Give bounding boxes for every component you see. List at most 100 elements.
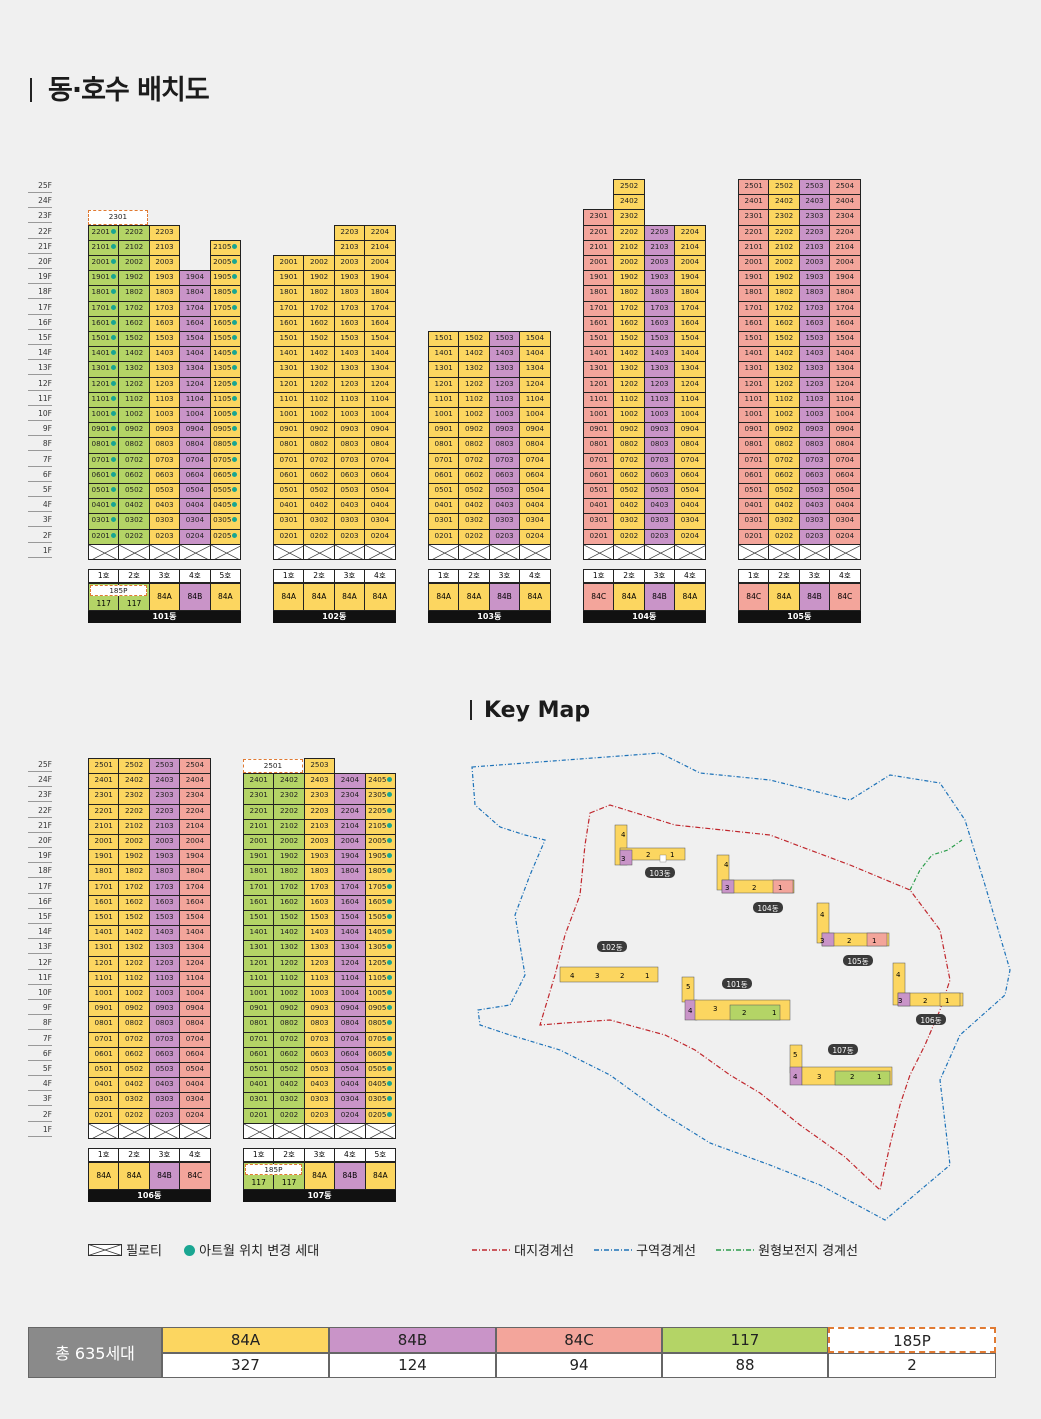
- unit-cell: 1601: [738, 315, 770, 332]
- atwall-dot-icon: [387, 1096, 393, 1102]
- type-cell: 84A: [674, 583, 706, 611]
- unit-cell: 0901: [583, 422, 615, 439]
- atwall-dot-icon: [387, 1081, 393, 1087]
- type-cell: 84A: [303, 1162, 336, 1190]
- unit-cell: 0403: [798, 498, 831, 515]
- ho-label: 2호: [613, 569, 645, 583]
- unit-cell: 0602: [118, 467, 150, 484]
- unit-cell: 0201: [88, 528, 120, 545]
- unit-cell: 0402: [303, 498, 335, 515]
- piloti-cell: [583, 543, 615, 560]
- unit-cell: 2403: [303, 773, 336, 790]
- unit-cell: 2201: [88, 224, 120, 241]
- atwall-dot-icon: [387, 1005, 393, 1011]
- unit-cell: 2105: [209, 239, 241, 256]
- unit-cell: 0604: [674, 467, 706, 484]
- unit-cell: 2303: [148, 788, 181, 805]
- unit-cell: 2203: [303, 803, 336, 820]
- unit-cell: 1802: [768, 285, 800, 302]
- unit-cell: 1804: [179, 864, 211, 881]
- unit-cell: 0803: [488, 437, 521, 454]
- unit-cell: 2001: [273, 255, 305, 272]
- atwall-dot-icon: [387, 883, 393, 889]
- unit-cell: 1104: [334, 970, 366, 987]
- floor-label: 16F: [28, 895, 52, 909]
- piloti-cell: [334, 1122, 366, 1139]
- floor-label: 21F: [28, 240, 52, 254]
- unit-cell: 1703: [303, 879, 336, 896]
- unit-cell: 2204: [364, 224, 396, 241]
- total-summary-table: 총 635세대 84A 84B 84C 117 185P 327 124 94 …: [28, 1327, 996, 1378]
- unit-cell: 2004: [674, 255, 706, 272]
- unit-cell: 0202: [613, 528, 645, 545]
- unit-cell: 1204: [674, 376, 706, 393]
- unit-cell: 0704: [334, 1031, 366, 1048]
- ho-label: 3호: [798, 569, 831, 583]
- unit-cell: 0802: [768, 437, 800, 454]
- unit-cell: 2203: [798, 224, 831, 241]
- unit-cell: 0701: [88, 452, 120, 469]
- unit-cell: 2404: [829, 194, 861, 211]
- unit-cell: 0502: [458, 483, 490, 500]
- unit-cell: 1603: [148, 315, 181, 332]
- unit-cell: 0203: [488, 528, 521, 545]
- unit-cell: 0803: [303, 1016, 336, 1033]
- atwall-dot-icon: [387, 792, 393, 798]
- unit-cell: 1202: [768, 376, 800, 393]
- type-cell: 84A: [333, 583, 366, 611]
- unit-cell: 2002: [768, 255, 800, 272]
- unit-cell: 1903: [643, 270, 676, 287]
- unit-cell: 0902: [768, 422, 800, 439]
- unit-cell-185p: 2301: [88, 210, 148, 225]
- unit-cell: 2305: [364, 788, 396, 805]
- unit-cell: 0303: [488, 513, 521, 530]
- unit-cell: 1003: [303, 986, 336, 1003]
- unit-cell: 1503: [148, 910, 181, 927]
- unit-cell: 0703: [643, 452, 676, 469]
- unit-cell: 0203: [148, 528, 181, 545]
- unit-cell: 1601: [88, 894, 120, 911]
- unit-cell-185p: 2501: [243, 759, 303, 774]
- unit-cell: 0402: [118, 498, 150, 515]
- ho-label: 1호: [88, 1148, 120, 1162]
- unit-cell: 0404: [364, 498, 396, 515]
- unit-cell: 1904: [179, 849, 211, 866]
- unit-cell: 1802: [613, 285, 645, 302]
- unit-cell: 1001: [243, 986, 275, 1003]
- site-boundary-icon: [472, 1249, 510, 1251]
- floor-label: 13F: [28, 361, 52, 376]
- unit-cell: 0202: [118, 528, 150, 545]
- atwall-dot-icon: [387, 822, 393, 828]
- unit-cell: 1101: [88, 970, 120, 987]
- unit-cell: 0701: [273, 452, 305, 469]
- unit-cell: 1302: [458, 361, 490, 378]
- unit-cell: 0202: [768, 528, 800, 545]
- unit-cell: 1802: [118, 864, 150, 881]
- unit-cell: 2504: [829, 179, 861, 196]
- unit-cell: 1304: [364, 361, 396, 378]
- ho-label: 3호: [488, 569, 521, 583]
- unit-cell: 0302: [768, 513, 800, 530]
- unit-cell: 0601: [88, 1046, 120, 1063]
- floor-label: 11F: [28, 971, 52, 985]
- unit-cell: 2502: [768, 179, 800, 196]
- unit-cell: 0802: [458, 437, 490, 454]
- svg-text:101동: 101동: [726, 980, 747, 989]
- unit-cell: 1104: [519, 391, 551, 408]
- unit-cell: 1801: [243, 864, 275, 881]
- unit-cell: 2104: [334, 818, 366, 835]
- unit-cell: 1102: [118, 970, 150, 987]
- unit-cell: 0901: [428, 422, 460, 439]
- unit-cell: 1403: [148, 346, 181, 363]
- unit-cell: 0804: [179, 437, 211, 454]
- unit-cell: 1904: [179, 270, 211, 287]
- unit-cell: 0602: [273, 1046, 305, 1063]
- unit-cell: 1601: [583, 315, 615, 332]
- unit-cell: 0702: [613, 452, 645, 469]
- unit-cell: 0301: [243, 1092, 275, 1109]
- unit-cell: 1702: [118, 879, 150, 896]
- unit-cell: 0204: [179, 1107, 211, 1124]
- type-cell: 84A: [613, 583, 645, 611]
- unit-cell: 0702: [458, 452, 490, 469]
- ho-label: 4호: [179, 569, 211, 583]
